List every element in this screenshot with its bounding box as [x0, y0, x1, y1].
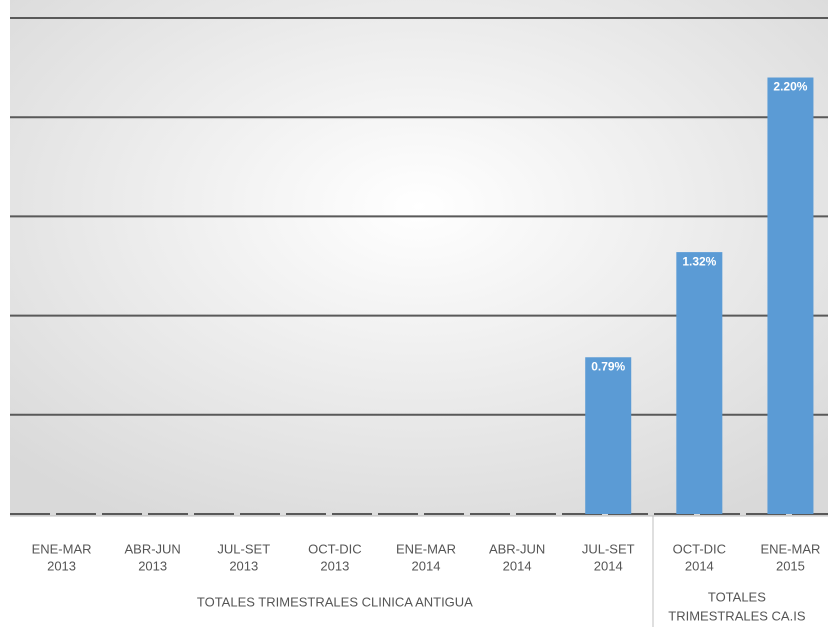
x-tick-label: 2013: [229, 558, 258, 573]
x-tick-label: 2014: [503, 558, 532, 573]
x-tick-label: 2013: [320, 558, 349, 573]
bar: [767, 77, 814, 515]
bar: [585, 357, 632, 514]
x-tick-label: ENE-MAR: [396, 541, 456, 556]
value-label: 0.79%: [591, 359, 625, 373]
x-tick-label: ABR-JUN: [124, 541, 180, 556]
group-label: TOTALES TRIMESTRALES CLINICA ANTIGUA: [197, 594, 473, 609]
x-tick-label: ABR-JUN: [489, 541, 545, 556]
x-tick-label: OCT-DIC: [673, 541, 726, 556]
x-tick-label: 2013: [47, 558, 76, 573]
value-label: 1.32%: [682, 254, 716, 268]
x-tick-label: JUL-SET: [217, 541, 270, 556]
x-tick-label: 2014: [594, 558, 623, 573]
x-tick-label: 2015: [776, 558, 805, 573]
x-tick-label: 2014: [685, 558, 714, 573]
x-tick-label: ENE-MAR: [760, 541, 820, 556]
x-tick-label: JUL-SET: [582, 541, 635, 556]
group-label: TRIMESTRALES CA.IS: [668, 608, 806, 623]
x-tick-label: ENE-MAR: [32, 541, 92, 556]
group-label: TOTALES: [708, 589, 766, 604]
x-tick-label: 2013: [138, 558, 167, 573]
x-tick-label: 2014: [412, 558, 441, 573]
bar: [676, 252, 723, 514]
x-tick-label: OCT-DIC: [308, 541, 361, 556]
value-label: 2.20%: [773, 80, 807, 94]
